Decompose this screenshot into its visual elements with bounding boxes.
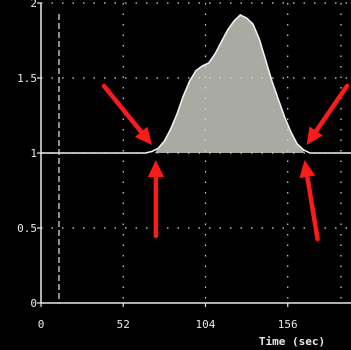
annotation-arrow bbox=[101, 83, 152, 145]
y-tick-label: 0 bbox=[30, 297, 37, 310]
x-tick-label: 52 bbox=[117, 318, 130, 331]
annotation-arrow bbox=[306, 83, 350, 145]
annotation-arrow bbox=[147, 160, 164, 239]
annotation-arrow bbox=[299, 160, 320, 242]
x-tick-label: 0 bbox=[38, 318, 45, 331]
x-tick-label: 156 bbox=[278, 318, 298, 331]
y-tick-label: 2 bbox=[30, 0, 37, 10]
y-tick-label: 0.5 bbox=[17, 222, 37, 235]
series-line bbox=[41, 14, 351, 154]
x-axis-label: Time (sec) bbox=[259, 335, 325, 348]
y-tick-label: 1 bbox=[30, 147, 37, 160]
shaded-area bbox=[154, 15, 304, 153]
x-tick-label: 104 bbox=[196, 318, 216, 331]
y-tick-label: 1.5 bbox=[17, 72, 37, 85]
